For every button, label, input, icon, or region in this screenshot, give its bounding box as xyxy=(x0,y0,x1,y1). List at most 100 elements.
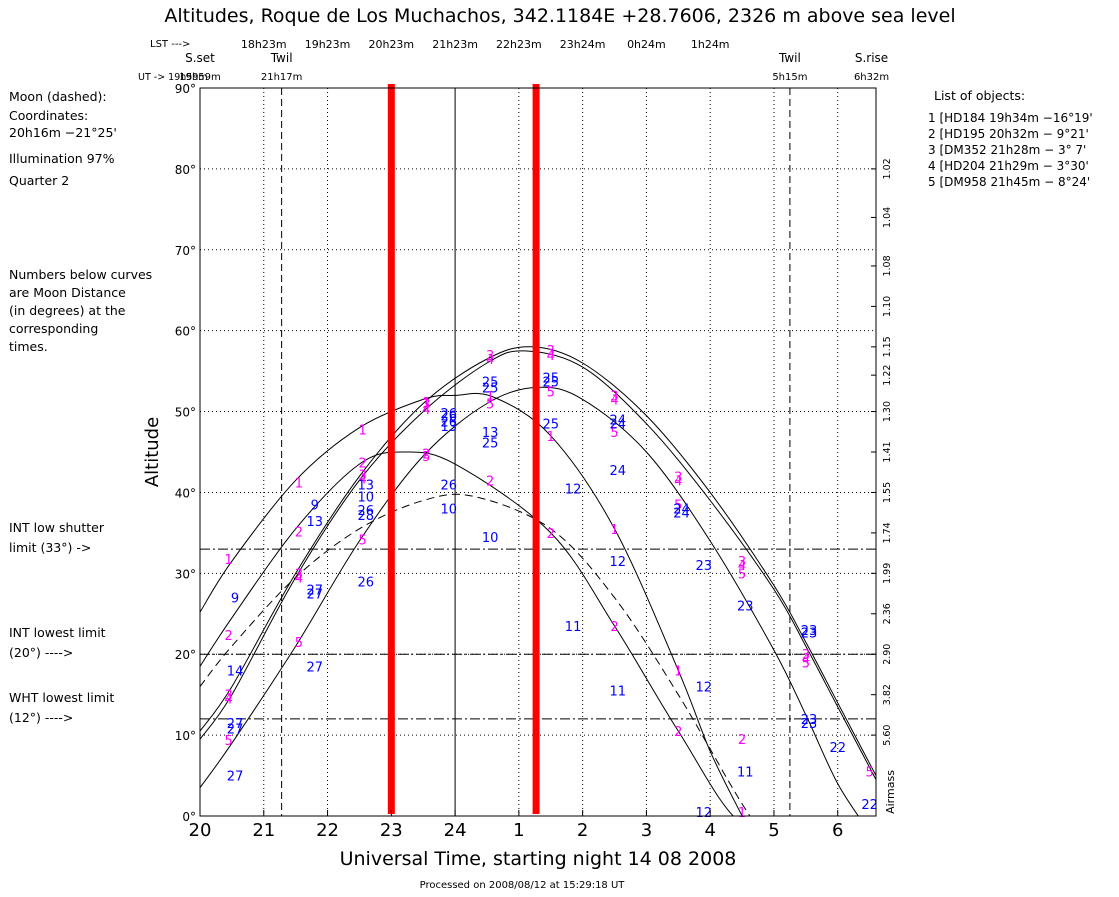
moon-distance-label: 26 xyxy=(440,415,457,430)
object-label: 1 xyxy=(610,523,618,538)
moon-distance-label: 10 xyxy=(482,531,499,546)
y-axis-label: Altitude xyxy=(142,417,163,487)
moon-distance-label: 24 xyxy=(609,414,626,429)
moon-distance-label: 11 xyxy=(565,620,582,635)
event-time: 21h17m xyxy=(261,72,303,83)
object-label: 5 xyxy=(547,385,555,400)
moon-distance-label: 12 xyxy=(696,681,713,696)
moon-distance-label: 10 xyxy=(358,490,375,505)
moon-distance-label: 23 xyxy=(801,717,818,732)
airmass-axis-label: Airmass xyxy=(884,770,897,814)
object-label: 2 xyxy=(486,474,494,489)
moon-distance-label: 25 xyxy=(482,436,499,451)
moon-distance-label: 14 xyxy=(227,664,244,679)
airmass-tick-label: 1.30 xyxy=(882,401,893,422)
object-item: 3 [DM352 21h28m − 3° 7' xyxy=(928,143,1087,157)
x-tick-label: 23 xyxy=(380,820,403,841)
moon-quarter: Quarter 2 xyxy=(9,173,70,188)
event-time: 6h32m xyxy=(854,72,889,83)
moon-distance-label: 12 xyxy=(609,555,626,570)
moon-distance-label: 26 xyxy=(440,478,457,493)
axis-ticks: 20 21 22 23 24 1 2 3 4 5 60°10°20°30°40°50°60°70°8… xyxy=(175,82,893,841)
limit-label: (12°) ----> xyxy=(9,710,73,725)
lst-tick-label: 18h23m xyxy=(241,38,287,51)
moon-curve xyxy=(200,493,751,816)
moon-distance-label: 24 xyxy=(673,507,690,522)
object-label: 1 xyxy=(358,423,366,438)
airmass-tick-label: 3.82 xyxy=(882,684,893,705)
moon-distance-label: 13 xyxy=(482,426,499,441)
event-name: S.rise xyxy=(855,51,888,65)
moon-distance-label: 27 xyxy=(227,723,244,738)
red-time-marker xyxy=(387,84,395,814)
moon-distance-label: 26 xyxy=(440,410,457,425)
y-tick-label: 40° xyxy=(175,486,196,500)
x-tick-label: 3 xyxy=(641,820,652,841)
object-label: 2 xyxy=(422,448,430,463)
object-label: 3 xyxy=(802,648,810,663)
chart-title: Altitudes, Roque de Los Muchachos, 342.1… xyxy=(164,5,955,27)
moon-distance-label: 13 xyxy=(440,420,457,435)
moon-distance-label: 28 xyxy=(358,509,375,524)
object-list-heading: List of objects: xyxy=(934,88,1026,103)
object-label: 3 xyxy=(225,689,233,704)
curve-labels: 1234512345123451234512345123451234512345… xyxy=(225,344,878,821)
object-label: 3 xyxy=(295,567,303,582)
object-item: 1 [HD184 19h34m −16°19' xyxy=(928,111,1093,125)
x-tick-label: 6 xyxy=(832,820,843,841)
airmass-tick-label: 1.15 xyxy=(882,336,893,357)
object-label: 2 xyxy=(358,457,366,472)
object-label: 5 xyxy=(422,450,430,465)
object-label: 4 xyxy=(358,473,366,488)
object-curve-2 xyxy=(200,451,734,816)
object-curve-4 xyxy=(200,350,876,780)
lst-header: LST ---> xyxy=(150,39,190,50)
object-curve-5 xyxy=(200,386,859,816)
x-tick-label: 2 xyxy=(577,820,588,841)
lst-tick-label: 21h23m xyxy=(432,38,478,51)
y-tick-label: 50° xyxy=(175,406,196,420)
limit-label: WHT lowest limit xyxy=(9,690,114,705)
airmass-tick-label: 2.36 xyxy=(882,603,893,624)
object-label: 5 xyxy=(358,533,366,548)
object-label: 2 xyxy=(547,527,555,542)
object-curve-1 xyxy=(200,392,743,816)
airmass-tick-label: 5.60 xyxy=(882,725,893,746)
object-label: 2 xyxy=(225,629,233,644)
object-item: 5 [DM958 21h45m − 8°24' xyxy=(928,175,1091,189)
footer: Processed on 2008/08/12 at 15:29:18 UT xyxy=(420,880,626,891)
event-time: 19h59m xyxy=(179,72,221,83)
moon-distance-label: 23 xyxy=(801,626,818,641)
object-label: 4 xyxy=(610,393,618,408)
y-tick-label: 60° xyxy=(175,325,196,339)
object-label: 3 xyxy=(358,469,366,484)
x-tick-label: 21 xyxy=(252,820,275,841)
time-markers xyxy=(387,84,540,814)
moon-coords: 20h16m −21°25' xyxy=(9,125,117,140)
y-tick-label: 80° xyxy=(175,163,196,177)
note-line: times. xyxy=(9,339,48,354)
object-label: 3 xyxy=(547,344,555,359)
y-tick-label: 70° xyxy=(175,244,196,258)
y-tick-label: 0° xyxy=(182,810,196,824)
object-label: 4 xyxy=(295,571,303,586)
y-tick-label: 20° xyxy=(175,648,196,662)
moon-heading: Moon (dashed): xyxy=(9,89,107,104)
ut-header: UT -> 19h59m xyxy=(138,72,208,83)
moon-distance-label: 26 xyxy=(440,407,457,422)
moon-distance-label: 25 xyxy=(542,418,559,433)
airmass-tick-label: 1.02 xyxy=(882,158,893,179)
note-line: Numbers below curves xyxy=(9,267,153,282)
moon-distance-label: 12 xyxy=(696,806,713,821)
object-label: 1 xyxy=(547,430,555,445)
object-label: 1 xyxy=(738,806,746,821)
y-tick-label: 90° xyxy=(175,82,196,96)
object-label: 3 xyxy=(486,349,494,364)
lst-tick-label: 23h24m xyxy=(560,38,606,51)
object-label: 1 xyxy=(225,553,233,568)
event-name: Twil xyxy=(778,51,801,65)
object-label: 4 xyxy=(674,474,682,489)
moon-distance-label: 11 xyxy=(609,685,626,700)
moon-distance-label: 24 xyxy=(673,503,690,518)
